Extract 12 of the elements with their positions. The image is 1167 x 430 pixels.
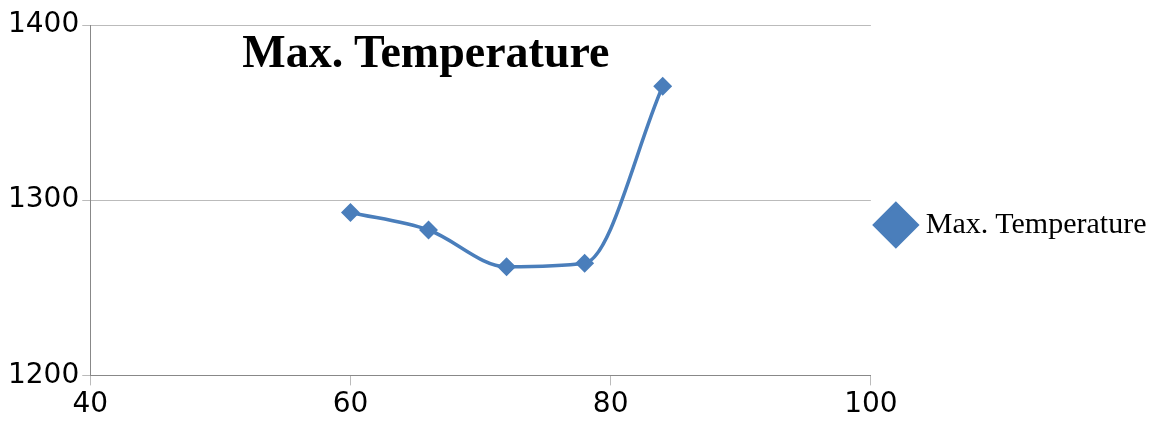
- y-tick-label: 1300: [7, 181, 80, 215]
- legend-label: Max. Temperature: [925, 205, 1147, 239]
- point: [341, 203, 360, 222]
- x-tick-label: 100: [844, 386, 898, 420]
- x-tick-label: 80: [592, 386, 629, 420]
- chart-title: Max. Temperature: [242, 25, 610, 77]
- point: [497, 258, 516, 276]
- y-tick-label: 1400: [7, 6, 80, 40]
- x-tick-label: 60: [332, 386, 369, 420]
- point: [653, 77, 672, 96]
- point: [419, 221, 438, 239]
- point: [575, 254, 594, 273]
